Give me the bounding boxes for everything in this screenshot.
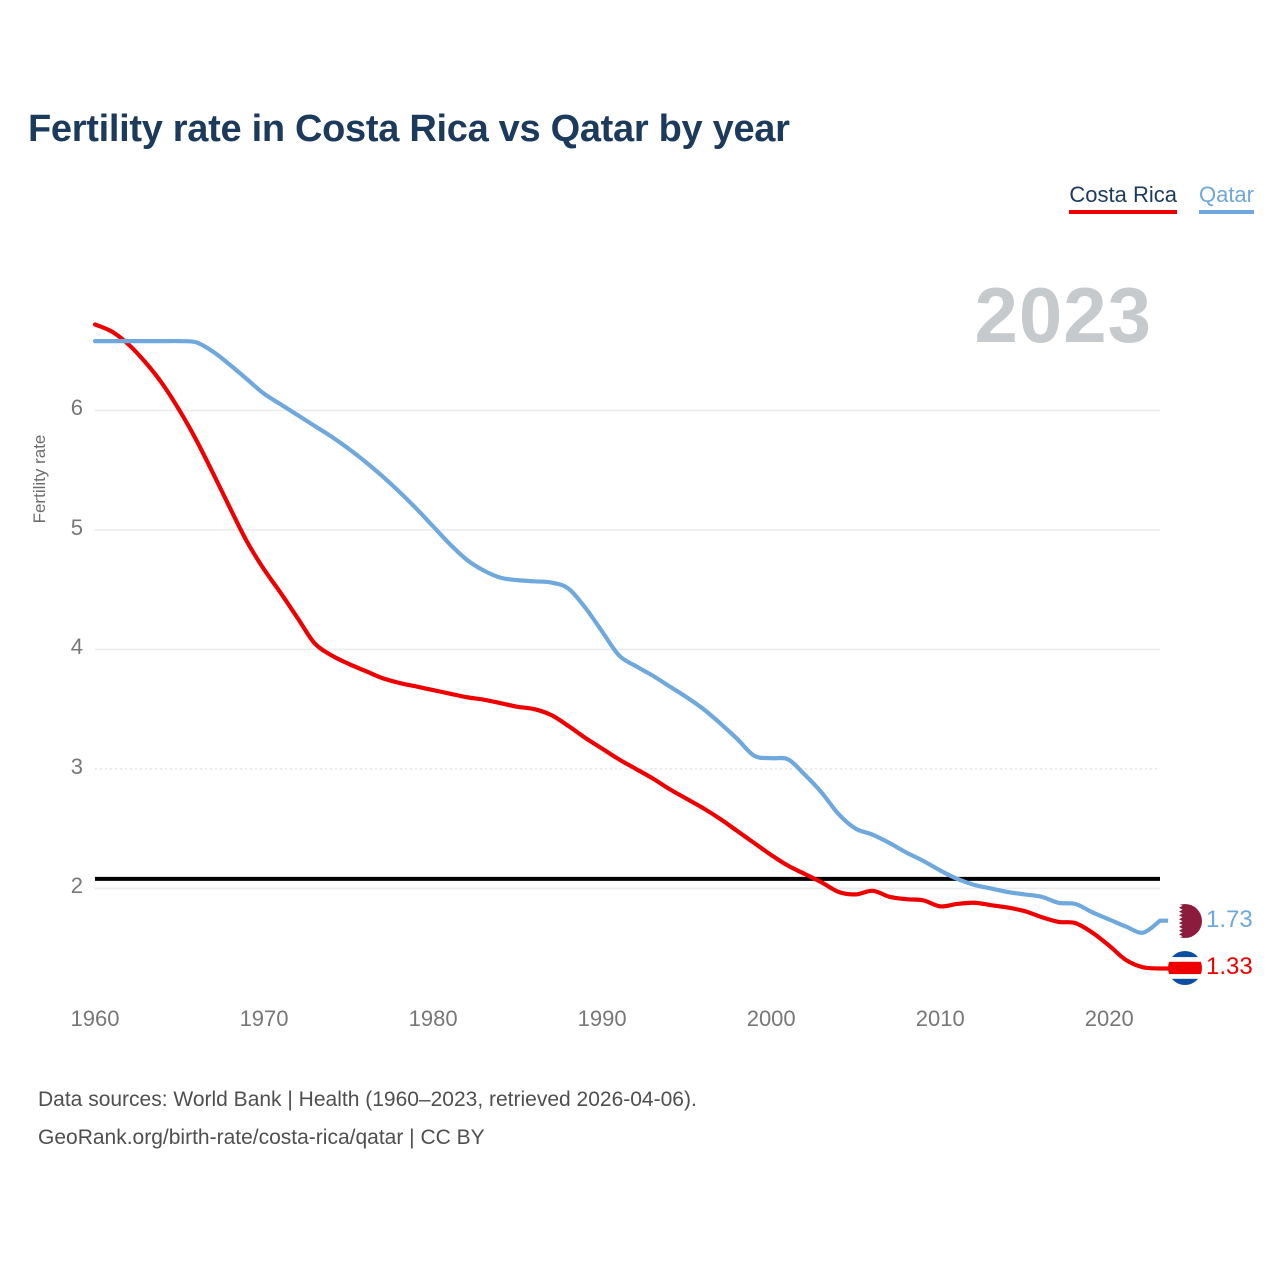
series-line-costa-rica xyxy=(92,322,1163,971)
legend-swatch-qatar xyxy=(1198,210,1254,214)
y-tick-4: 4 xyxy=(70,634,83,660)
series-lines xyxy=(92,322,1163,971)
footer-data-sources: Data sources: World Bank | Health (1960–… xyxy=(38,1088,697,1111)
legend-item-costa-rica[interactable]: Costa Rica xyxy=(1069,182,1177,214)
x-tick-1970: 1970 xyxy=(239,1006,289,1031)
y-tick-3: 3 xyxy=(70,753,83,779)
x-tick-2020: 2020 xyxy=(1084,1006,1134,1031)
x-tick-1980: 1980 xyxy=(408,1006,458,1031)
legend-label-qatar: Qatar xyxy=(1198,182,1254,207)
x-tick-2010: 2010 xyxy=(915,1006,965,1031)
end-value-qatar: 1.73 xyxy=(1206,905,1253,933)
qatar-flag-icon xyxy=(1168,903,1202,938)
footer-attribution: GeoRank.org/birth-rate/costa-rica/qatar … xyxy=(38,1126,485,1149)
legend-item-qatar[interactable]: Qatar xyxy=(1198,182,1254,214)
y-tick-6: 6 xyxy=(70,395,83,421)
legend-swatch-costa-rica xyxy=(1069,210,1177,214)
page-title: Fertility rate in Costa Rica vs Qatar by… xyxy=(28,108,790,150)
series-line-qatar xyxy=(92,338,1163,935)
costa-rica-flag-icon xyxy=(1168,951,1202,986)
year-watermark: 2023 xyxy=(974,271,1152,359)
x-tick-2000: 2000 xyxy=(746,1006,796,1031)
x-tick-1960: 1960 xyxy=(70,1006,120,1031)
x-tick-1990: 1990 xyxy=(577,1006,627,1031)
y-tick-5: 5 xyxy=(70,514,83,540)
end-value-costa-rica: 1.33 xyxy=(1206,953,1253,981)
legend-label-costa-rica: Costa Rica xyxy=(1069,182,1177,207)
y-tick-2: 2 xyxy=(70,873,83,899)
chart-legend: Costa Rica Qatar xyxy=(1069,182,1254,214)
gridlines xyxy=(95,409,1160,890)
